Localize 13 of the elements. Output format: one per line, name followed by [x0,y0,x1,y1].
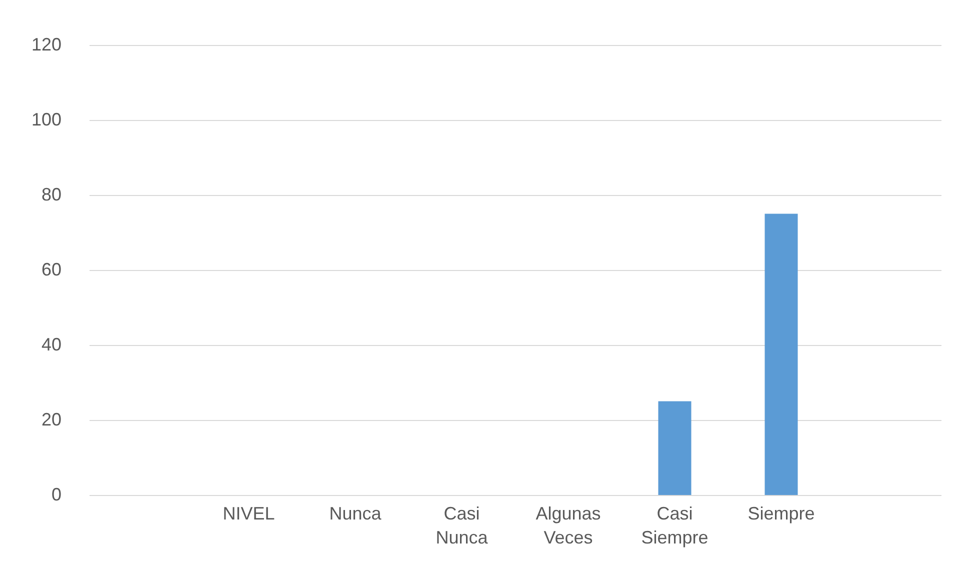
y-tick-label: 80 [41,184,62,204]
y-tick-label: 60 [41,260,62,280]
x-tick-label: Siempre [748,504,815,524]
x-tick-label: Algunas Veces [536,504,601,548]
y-tick-label: 100 [31,110,62,130]
x-tick-label: Nunca [329,504,382,524]
y-tick-label: 120 [31,34,62,54]
y-tick-label: 0 [51,484,62,504]
x-tick-label: Casi Siempre [641,504,708,548]
x-tick-label: NIVEL [222,504,275,524]
y-tick-label: 40 [41,334,62,354]
y-tick-label: 20 [41,410,62,430]
x-tick-label: Casi Nunca [436,504,489,548]
